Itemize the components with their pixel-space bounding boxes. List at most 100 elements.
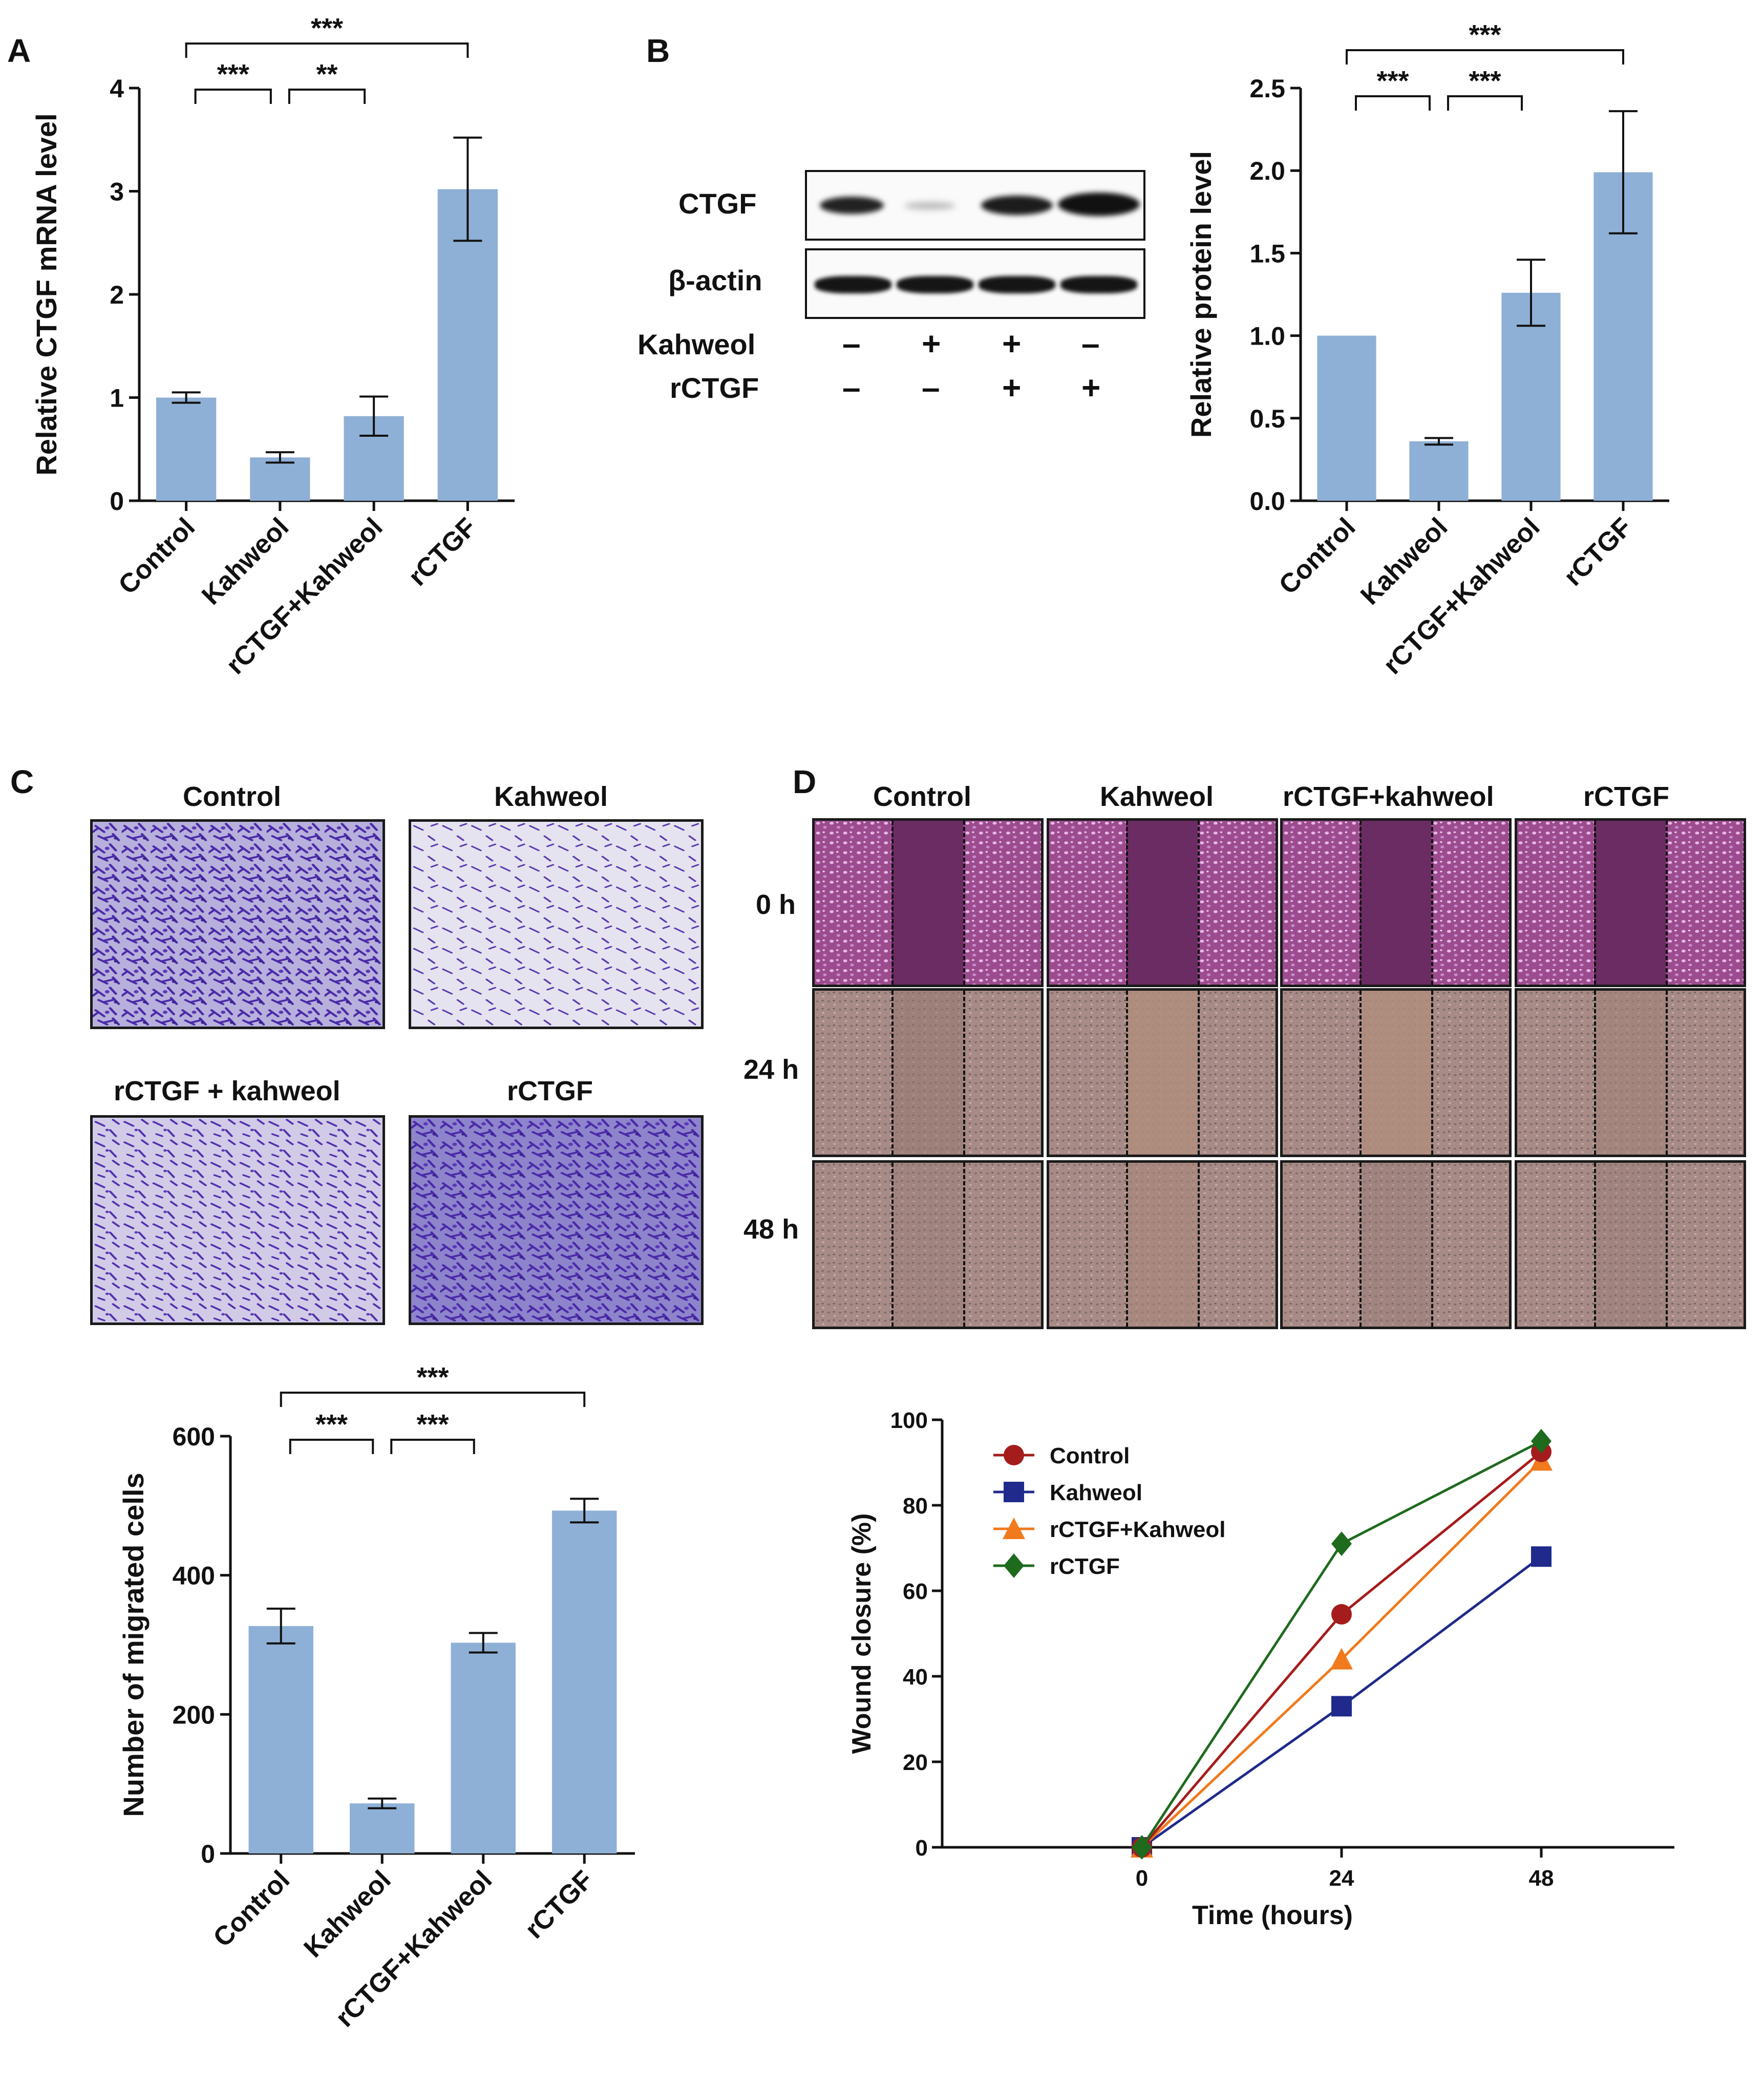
chart-a-sig-bracket-0: [194, 89, 272, 104]
wound-gap-r2-c2: [1359, 1163, 1431, 1327]
chart-a-ytick-label-2: 2: [110, 281, 124, 309]
chart-d-xtick-label-0: 0: [1136, 1866, 1148, 1891]
chart-a-ytick-label-0: 0: [110, 487, 124, 516]
wound-edge-line-r0-c3-1: [1666, 821, 1668, 985]
chart-b-ytick-label-4: 2.0: [1249, 157, 1285, 185]
wound-gap-r2-c3: [1594, 1163, 1666, 1327]
chart-d-series-1-point-1: [1331, 1696, 1352, 1717]
transwell-title-rctgf-kahweol: rCTGF + kahweol: [114, 1076, 341, 1106]
chart-c-ytick-label-2: 400: [173, 1562, 215, 1590]
wound-edge-line-r0-c2-0: [1359, 821, 1362, 985]
band-ctgf-2: [904, 202, 955, 210]
chart-b-sig-label-2: ***: [1469, 19, 1501, 50]
chart-a-ytick-label-1: 1: [110, 384, 124, 413]
chart-a-ylabel: Relative CTGF mRNA level: [30, 113, 62, 475]
wound-gap-r1-c3: [1594, 991, 1666, 1155]
chart-d-ytick-label-3: 60: [903, 1579, 928, 1604]
wound-col-control: Control: [873, 781, 971, 812]
stain-pattern-control: [93, 822, 382, 1027]
band-actin-2: [897, 276, 973, 293]
chart-d-xtick-label-2: 48: [1529, 1866, 1554, 1891]
chart-c-ylabel: Number of migrated cells: [117, 1473, 150, 1817]
chart-d-legend-marker-3: [1004, 1553, 1024, 1578]
sign-kahweol-1: –: [842, 325, 861, 362]
chart-c-sig-bracket-2: [280, 1392, 586, 1407]
wound-image-r0-c3: [1515, 818, 1746, 987]
chart-d-series-0-point-1: [1331, 1604, 1352, 1625]
chart-b-ytick-label-5: 2.5: [1249, 74, 1285, 103]
chart-b-ytick-label-3: 1.5: [1249, 239, 1285, 268]
blot-row-kahweol: Kahweol: [637, 328, 756, 360]
wound-gap-r1-c0: [891, 991, 963, 1155]
wound-gap-r2-c0: [891, 1163, 963, 1327]
wound-gap-r1-c2: [1359, 991, 1431, 1155]
wound-edge-line-r0-c0-1: [963, 821, 965, 985]
chart-a-category-label-1: Kahweol: [196, 512, 294, 610]
panel-label-c: C: [10, 763, 34, 800]
wound-edge-line-r1-c0-0: [891, 991, 894, 1155]
stain-pattern-kahweol: [411, 822, 701, 1027]
wound-gap-r0-c2: [1359, 821, 1431, 985]
western-blot: CTGF β-actin Kahweol rCTGF – + + – – – +…: [637, 164, 1147, 451]
chart-c-category-label-0: Control: [208, 1865, 296, 1953]
wound-image-r1-c1: [1047, 988, 1278, 1157]
sign-kahweol-3: +: [1002, 325, 1022, 362]
chart-d-xlabel: Time (hours): [1192, 1901, 1353, 1930]
chart-c-bar-3: [552, 1510, 617, 1853]
chart-a-sig-bracket-2: [185, 42, 469, 58]
wound-gap-r2-c1: [1126, 1163, 1198, 1327]
chart-d-ylabel: Wound closure (%): [847, 1513, 877, 1754]
wound-cells-r2-c2: [1283, 1163, 1509, 1327]
stain-pattern-rctgf-kahweol: [93, 1118, 382, 1323]
chart-c-category-label-1: Kahweol: [299, 1865, 397, 1963]
chart-a-bar-1: [250, 457, 310, 501]
chart-b-category-label-0: Control: [1273, 512, 1362, 600]
chart-b-category-label-1: Kahweol: [1355, 512, 1453, 610]
chart-d-legend-label-3: rCTGF: [1050, 1554, 1120, 1579]
chart-a-category-label-0: Control: [113, 512, 201, 600]
wound-image-r2-c2: [1280, 1160, 1512, 1329]
transwell-image-rctgf-kahweol: [90, 1115, 385, 1325]
chart-a-sig-label-0: ***: [217, 59, 249, 90]
chart-b-sig-bracket-0: [1355, 95, 1431, 111]
wound-image-r2-c3: [1515, 1160, 1746, 1329]
chart-b-bar-1: [1409, 441, 1469, 501]
sign-rctgf-3: +: [1002, 369, 1022, 406]
chart-c-sig-label-1: ***: [416, 1409, 449, 1440]
chart-d-legend-marker-2: [1003, 1518, 1025, 1539]
chart-b-ylabel: Relative protein level: [1185, 151, 1217, 438]
chart-c-migration: 0 200 400 600 Number of migrated cells Contro…: [117, 1362, 635, 2033]
blot-strip-actin: [805, 248, 1145, 319]
chart-c-sig-label-2: ***: [416, 1362, 449, 1393]
band-actin-4: [1060, 276, 1137, 293]
wound-image-r1-c3: [1515, 988, 1746, 1157]
wound-cells-r2-c3: [1517, 1163, 1744, 1327]
wound-image-r0-c2: [1280, 818, 1512, 987]
chart-c-ytick-label-3: 600: [173, 1422, 215, 1451]
chart-c-sig-bracket-1: [390, 1439, 475, 1454]
transwell-image-control: [90, 819, 385, 1029]
transwell-image-kahweol: [409, 819, 704, 1029]
wound-edge-line-r1-c2-0: [1359, 991, 1362, 1155]
transwell-title-rctgf: rCTGF: [507, 1076, 593, 1106]
wound-row-24h: 24 h: [743, 1054, 799, 1085]
chart-a-category-label-3: rCTGF: [402, 512, 482, 591]
chart-d-ytick-label-4: 80: [903, 1494, 928, 1519]
chart-d-legend-marker-1: [1004, 1482, 1024, 1502]
chart-b-category-label-2: rCTGF+Kahweol: [1377, 512, 1545, 680]
wound-edge-line-r2-c3-1: [1666, 1163, 1668, 1327]
chart-c-bar-0: [248, 1626, 313, 1853]
chart-c-ytick-label-1: 200: [173, 1700, 215, 1729]
wound-edge-line-r2-c1-0: [1126, 1163, 1128, 1327]
chart-d-legend-label-0: Control: [1050, 1443, 1130, 1468]
chart-d-series-3-point-2: [1531, 1428, 1552, 1454]
transwell-image-rctgf: [409, 1115, 704, 1325]
wound-edge-line-r2-c2-1: [1431, 1163, 1433, 1327]
chart-d-series-3-point-1: [1331, 1531, 1352, 1556]
wound-edge-line-r1-c3-0: [1594, 991, 1596, 1155]
wound-edge-line-r0-c1-1: [1198, 821, 1200, 985]
wound-edge-line-r2-c3-0: [1594, 1163, 1596, 1327]
band-ctgf-3: [981, 196, 1053, 215]
chart-a-category-label-2: rCTGF+Kahweol: [221, 512, 389, 680]
chart-a-ytick-label-3: 3: [110, 178, 124, 206]
